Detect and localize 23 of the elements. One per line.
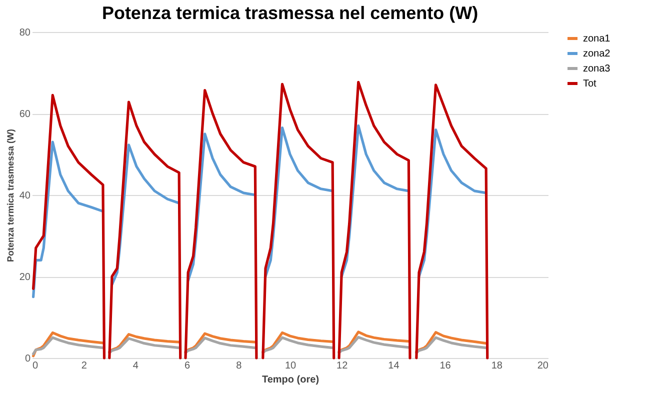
x-tick-label: 10 [284, 360, 296, 372]
x-tick-label: 8 [236, 360, 242, 372]
x-tick-label: 2 [81, 360, 88, 372]
y-tick-label: 60 [19, 109, 31, 120]
legend-label: zona2 [583, 48, 611, 60]
y-tick-label: 0 [24, 354, 31, 364]
x-tick-label: 12 [336, 360, 348, 372]
x-tick-label: 16 [440, 360, 452, 372]
x-tick-label: 6 [184, 360, 191, 372]
x-tick-label: 14 [388, 360, 400, 372]
x-tick-label: 4 [132, 360, 139, 372]
y-axis-title: Potenza termica trasmessa (W) [5, 128, 16, 262]
legend-label: zona3 [583, 64, 611, 74]
y-tick-label: 40 [19, 190, 31, 202]
chart-title: Potenza termica trasmessa nel cemento (W) [102, 3, 478, 23]
legend-label: Tot [583, 78, 597, 90]
x-tick-label: 20 [537, 360, 549, 372]
x-tick-label: 0 [32, 360, 38, 372]
x-tick-label: 18 [491, 360, 503, 372]
x-axis-title: Tempo (ore) [262, 374, 320, 386]
legend-label: zona1 [583, 34, 611, 44]
y-tick-label: 80 [19, 28, 31, 38]
y-tick-label: 20 [19, 272, 31, 283]
